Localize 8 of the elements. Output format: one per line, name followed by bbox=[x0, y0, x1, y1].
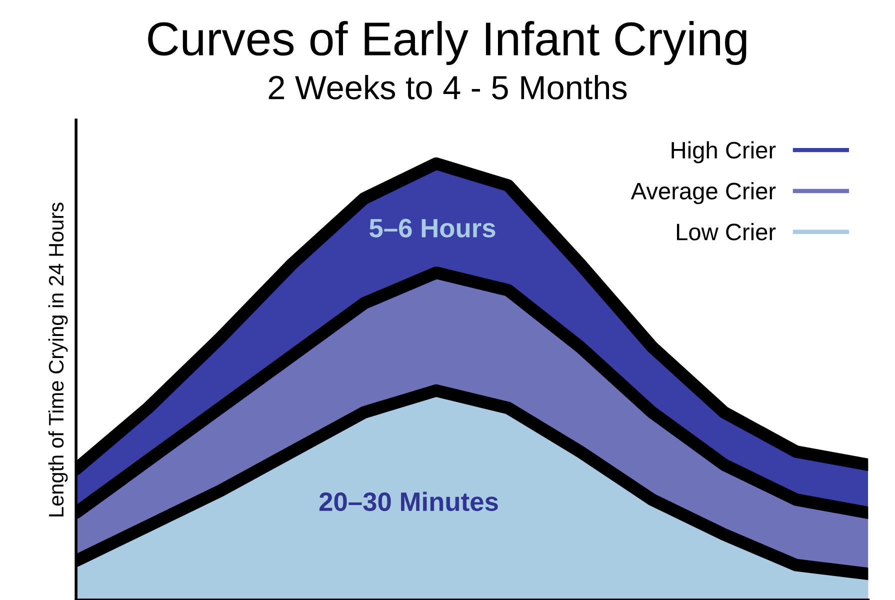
legend-label: High Crier bbox=[672, 141, 776, 164]
legend-label: Average Crier bbox=[630, 182, 776, 204]
annotation: 5–6 Hours bbox=[370, 218, 496, 238]
y-axis-title: Length of Time Crying in 24 Hours bbox=[48, 202, 68, 516]
annotation: 20–30 Minutes bbox=[319, 492, 498, 512]
chart-subtitle: 2 Weeks to 4 - 5 Months bbox=[268, 75, 627, 100]
chart-title: Curves of Early Infant Crying bbox=[148, 21, 746, 66]
legend-label: Low Crier bbox=[676, 223, 776, 240]
